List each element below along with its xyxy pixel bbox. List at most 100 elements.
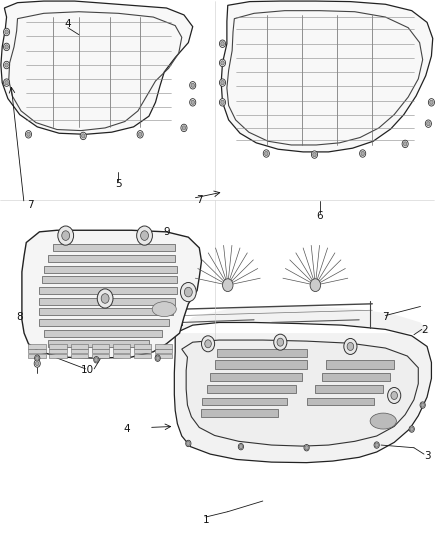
Bar	[28, 349, 46, 353]
Circle shape	[5, 45, 8, 49]
Polygon shape	[322, 373, 390, 381]
Bar	[71, 354, 88, 358]
Bar	[113, 354, 130, 358]
Circle shape	[4, 79, 10, 86]
Circle shape	[428, 99, 434, 106]
Text: 1: 1	[202, 515, 209, 524]
Circle shape	[219, 79, 226, 86]
Bar	[71, 344, 88, 349]
Polygon shape	[315, 385, 383, 393]
Circle shape	[34, 360, 40, 367]
Circle shape	[4, 61, 10, 69]
Polygon shape	[326, 360, 394, 369]
Circle shape	[35, 361, 39, 366]
Polygon shape	[22, 230, 201, 358]
Circle shape	[403, 142, 407, 146]
Circle shape	[4, 43, 10, 51]
Circle shape	[219, 59, 226, 67]
Bar	[113, 349, 130, 353]
Bar	[49, 349, 67, 353]
Text: 8: 8	[16, 312, 23, 322]
Bar	[28, 354, 46, 358]
Text: 4: 4	[64, 19, 71, 29]
Bar	[49, 354, 67, 358]
Circle shape	[277, 338, 284, 346]
Circle shape	[265, 151, 268, 156]
Circle shape	[201, 336, 215, 352]
Circle shape	[190, 99, 196, 106]
Circle shape	[402, 140, 408, 148]
Polygon shape	[44, 329, 162, 337]
Circle shape	[311, 151, 318, 158]
Polygon shape	[217, 349, 307, 357]
Circle shape	[221, 100, 224, 104]
Circle shape	[388, 387, 401, 403]
Circle shape	[190, 82, 196, 89]
Circle shape	[310, 279, 321, 292]
Circle shape	[5, 80, 8, 85]
Circle shape	[180, 282, 196, 302]
Text: 7: 7	[382, 312, 389, 322]
Circle shape	[186, 440, 191, 447]
Circle shape	[223, 279, 233, 292]
Circle shape	[191, 100, 194, 104]
Polygon shape	[201, 409, 278, 417]
Circle shape	[58, 226, 74, 245]
Bar	[155, 344, 172, 349]
Bar	[155, 349, 172, 353]
Circle shape	[361, 151, 364, 156]
Circle shape	[95, 358, 98, 362]
Text: 2: 2	[421, 326, 428, 335]
Polygon shape	[174, 306, 431, 463]
Circle shape	[141, 231, 148, 240]
Circle shape	[219, 99, 226, 106]
Circle shape	[427, 122, 430, 126]
Bar	[92, 344, 109, 349]
Text: 10: 10	[81, 366, 94, 375]
Polygon shape	[307, 398, 374, 405]
Circle shape	[184, 287, 192, 297]
Polygon shape	[1, 1, 193, 134]
Circle shape	[375, 443, 378, 447]
Circle shape	[221, 42, 224, 46]
Circle shape	[137, 131, 143, 138]
Circle shape	[410, 427, 413, 431]
Text: 7: 7	[196, 195, 203, 205]
Circle shape	[360, 150, 366, 157]
Circle shape	[80, 132, 86, 140]
Bar	[134, 344, 151, 349]
Polygon shape	[182, 340, 418, 446]
Polygon shape	[207, 385, 296, 393]
Circle shape	[182, 126, 186, 130]
Polygon shape	[215, 360, 307, 369]
Bar	[92, 349, 109, 353]
Circle shape	[94, 357, 99, 363]
Circle shape	[425, 120, 431, 127]
Circle shape	[374, 442, 379, 448]
Circle shape	[274, 334, 287, 350]
Text: 9: 9	[163, 227, 170, 237]
Circle shape	[409, 426, 414, 432]
Polygon shape	[44, 266, 177, 273]
Text: 5: 5	[115, 179, 122, 189]
Bar	[134, 349, 151, 353]
Circle shape	[101, 294, 109, 303]
Circle shape	[221, 61, 224, 65]
Polygon shape	[48, 341, 149, 348]
Ellipse shape	[370, 413, 396, 429]
Circle shape	[191, 83, 194, 87]
Bar	[92, 354, 109, 358]
Polygon shape	[39, 287, 177, 294]
Bar	[49, 344, 67, 349]
Polygon shape	[53, 244, 175, 251]
Circle shape	[221, 80, 224, 85]
Circle shape	[305, 446, 308, 450]
Circle shape	[421, 403, 424, 407]
Circle shape	[81, 134, 85, 138]
Polygon shape	[202, 398, 287, 405]
Circle shape	[62, 231, 70, 240]
Circle shape	[313, 152, 316, 157]
Circle shape	[97, 289, 113, 308]
Polygon shape	[210, 373, 302, 381]
Ellipse shape	[152, 302, 176, 317]
